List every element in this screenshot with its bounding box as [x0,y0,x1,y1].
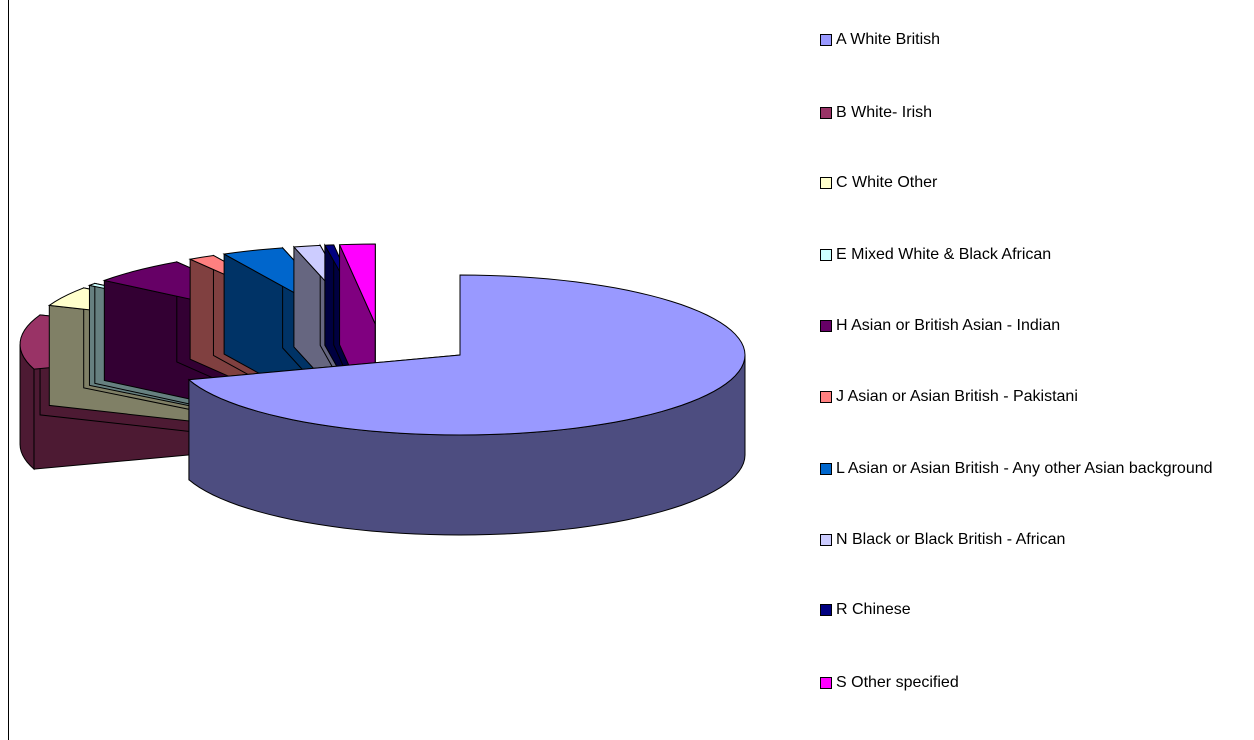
slice-0-top [187,274,746,436]
chart-frame-line [8,0,9,740]
legend-item-a-white-british: A White British [820,30,1246,50]
legend-swatch [820,677,832,689]
legend-swatch [820,463,832,475]
legend-label: N Black or Black British - African [836,531,1066,548]
legend-swatch [820,534,832,546]
legend-label: L Asian or Asian British - Any other Asi… [836,460,1213,477]
legend-item-n-black-african: N Black or Black British - African [820,530,1246,550]
legend-swatch [820,177,832,189]
pie-chart [19,243,746,536]
legend-swatch [820,391,832,403]
legend-label: H Asian or British Asian - Indian [836,317,1061,334]
legend-label: A White British [836,31,941,48]
legend-swatch [820,107,832,119]
legend-label: R Chinese [836,601,911,618]
legend-item-h-indian: H Asian or British Asian - Indian [820,316,1246,336]
legend-swatch [820,34,832,46]
legend-item-c-white-other: C White Other [820,173,1246,193]
legend-item-l-other-asian: L Asian or Asian British - Any other Asi… [820,459,1246,479]
legend-swatch [820,249,832,261]
legend-item-e-mixed-white-black-african: E Mixed White & Black African [820,245,1246,265]
legend-item-s-other-specified: S Other specified [820,673,1246,693]
legend-label: S Other specified [836,674,959,691]
legend-label: J Asian or Asian British - Pakistani [836,388,1078,405]
legend-swatch [820,604,832,616]
legend-item-b-white-irish: B White- Irish [820,103,1246,123]
legend-swatch [820,320,832,332]
legend-item-r-chinese: R Chinese [820,600,1246,620]
legend-label: E Mixed White & Black African [836,246,1052,263]
legend-item-j-pakistani: J Asian or Asian British - Pakistani [820,387,1246,407]
legend-label: C White Other [836,174,938,191]
legend-label: B White- Irish [836,104,933,121]
slice-9-top [338,243,376,325]
pie-chart-area [19,243,746,536]
